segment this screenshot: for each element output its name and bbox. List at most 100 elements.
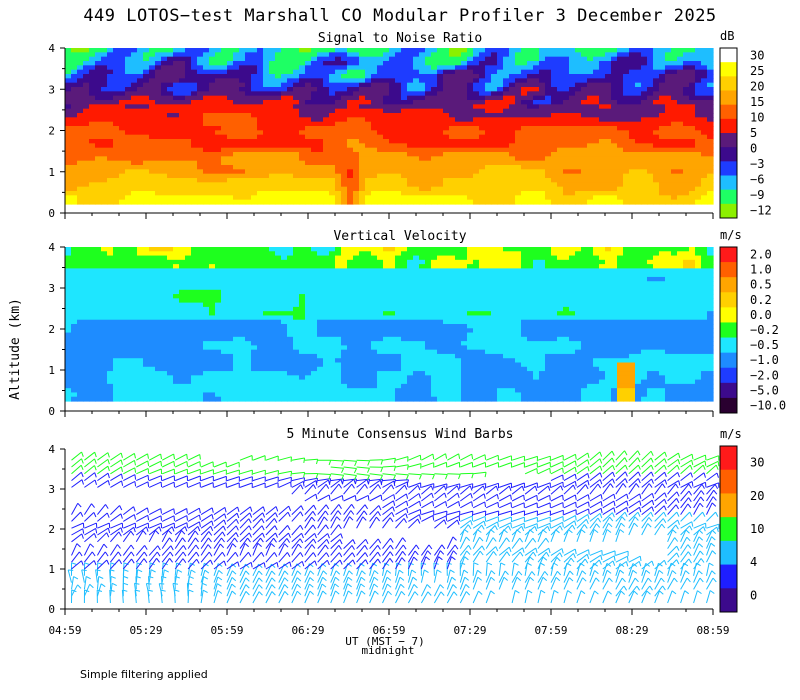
heatmap-cell (671, 113, 678, 118)
heatmap-cell (521, 78, 528, 84)
heatmap-cell (419, 117, 426, 123)
heatmap-cell (107, 341, 114, 346)
heatmap-cell (83, 281, 90, 287)
heatmap-cell (263, 134, 270, 140)
heatmap-cell (551, 156, 558, 162)
heatmap-cell (689, 87, 696, 92)
heatmap-cell (113, 353, 120, 359)
heatmap-cell (197, 251, 204, 257)
heatmap-cell (65, 139, 72, 144)
heatmap-cell (389, 91, 396, 97)
heatmap-cell (131, 366, 138, 372)
heatmap-cell (173, 48, 180, 53)
heatmap-cell (521, 178, 528, 183)
heatmap-cell (593, 182, 600, 188)
heatmap-cell (359, 74, 366, 79)
heatmap-cell (653, 100, 660, 105)
heatmap-cell (311, 91, 318, 97)
heatmap-cell (77, 281, 84, 287)
heatmap-cell (599, 156, 606, 162)
heatmap-cell (167, 78, 174, 84)
heatmap-cell (467, 139, 474, 144)
heatmap-cell (377, 147, 384, 153)
heatmap-cell (575, 165, 582, 170)
heatmap-cell (599, 199, 606, 205)
heatmap-cell (215, 130, 222, 136)
heatmap-cell (485, 178, 492, 183)
heatmap-cell (323, 130, 330, 136)
heatmap-cell (113, 251, 120, 257)
heatmap-cell (623, 78, 630, 84)
heatmap-cell (125, 113, 132, 118)
heatmap-cell (401, 74, 408, 79)
heatmap-cell (83, 345, 90, 351)
heatmap-cell (455, 91, 462, 97)
heatmap-cell (89, 95, 96, 101)
heatmap-cell (515, 113, 522, 118)
heatmap-cell (377, 143, 384, 149)
heatmap-cell (539, 126, 546, 131)
heatmap-cell (305, 61, 312, 66)
heatmap-cell (137, 371, 144, 376)
heatmap-cell (281, 78, 288, 84)
heatmap-cell (77, 371, 84, 376)
heatmap-cell (233, 362, 240, 368)
heatmap-cell (143, 82, 150, 88)
heatmap-cell (149, 186, 156, 192)
heatmap-cell (611, 178, 618, 183)
heatmap-cell (77, 139, 84, 144)
heatmap-cell (371, 104, 378, 110)
heatmap-cell (431, 121, 438, 127)
heatmap-cell (467, 134, 474, 140)
heatmap-cell (683, 143, 690, 149)
heatmap-cell (371, 91, 378, 97)
heatmap-cell (113, 74, 120, 79)
heatmap-cell (101, 113, 108, 118)
heatmap-cell (197, 82, 204, 88)
heatmap-cell (173, 396, 180, 402)
heatmap-cell (197, 69, 204, 75)
heatmap-cell (563, 100, 570, 105)
heatmap-cell (437, 95, 444, 101)
heatmap-cell (131, 121, 138, 127)
heatmap-cell (215, 358, 222, 364)
heatmap-cell (485, 156, 492, 162)
heatmap-cell (353, 191, 360, 196)
heatmap-cell (137, 56, 144, 62)
heatmap-cell (113, 117, 120, 123)
heatmap-cell (227, 100, 234, 105)
heatmap-cell (503, 117, 510, 123)
heatmap-cell (635, 56, 642, 62)
heatmap-cell (545, 95, 552, 101)
heatmap-cell (143, 108, 150, 114)
heatmap-cell (581, 82, 588, 88)
heatmap-cell (377, 104, 384, 110)
heatmap-cell (143, 178, 150, 183)
heatmap-cell (173, 388, 180, 394)
heatmap-cell (137, 259, 144, 265)
heatmap-cell (617, 100, 624, 105)
heatmap-cell (95, 130, 102, 136)
heatmap-cell (587, 108, 594, 114)
heatmap-cell (137, 353, 144, 359)
heatmap-cell (215, 61, 222, 66)
heatmap-cell (227, 147, 234, 153)
heatmap-cell (359, 61, 366, 66)
heatmap-cell (683, 191, 690, 196)
heatmap-cell (143, 298, 150, 304)
heatmap-cell (689, 182, 696, 188)
heatmap-cell (131, 285, 138, 291)
heatmap-cell (521, 126, 528, 131)
heatmap-cell (227, 285, 234, 291)
heatmap-cell (137, 268, 144, 274)
heatmap-cell (167, 306, 174, 312)
heatmap-cell (539, 186, 546, 192)
heatmap-cell (455, 104, 462, 110)
heatmap-cell (359, 104, 366, 110)
heatmap-cell (509, 113, 516, 118)
heatmap-cell (317, 134, 324, 140)
heatmap-cell (227, 383, 234, 389)
heatmap-cell (533, 160, 540, 166)
heatmap-cell (539, 143, 546, 149)
heatmap-cell (377, 186, 384, 192)
